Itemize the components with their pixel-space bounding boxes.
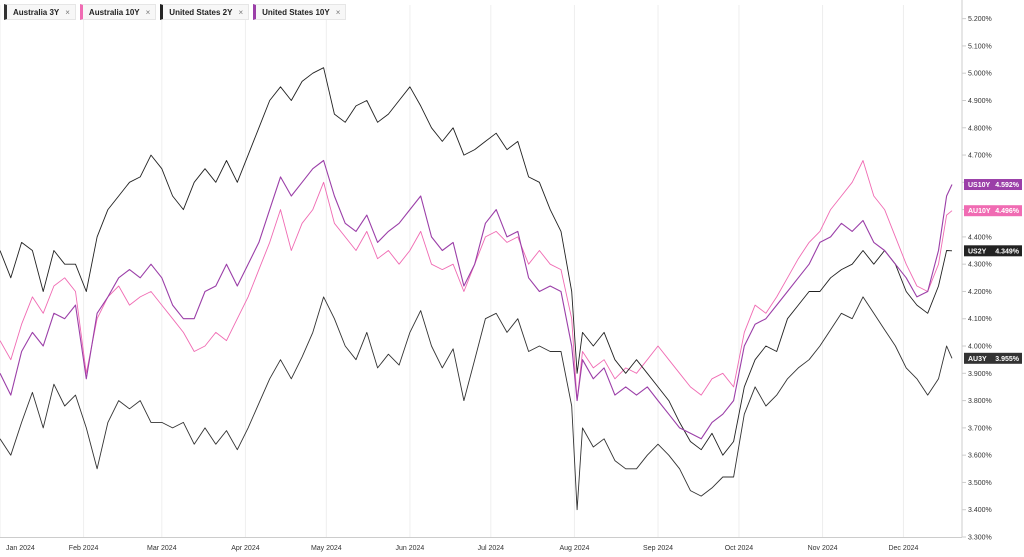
y-tick-label: 3.400% <box>968 507 992 514</box>
series-line-us2y <box>0 67 953 456</box>
x-tick-label: Sep 2024 <box>643 545 673 552</box>
legend-item-united-states-2y[interactable]: United States 2Y × <box>160 4 250 20</box>
legend-label: United States 10Y <box>262 7 330 17</box>
y-tick-label: 4.300% <box>968 262 992 269</box>
y-tick-label: 4.100% <box>968 316 992 323</box>
legend-label: Australia 3Y <box>13 7 60 17</box>
badge-value: 4.496% <box>995 208 1020 215</box>
close-icon[interactable]: × <box>145 7 151 17</box>
y-tick-label: 5.100% <box>968 43 992 50</box>
y-tick-label: 5.000% <box>968 71 992 78</box>
legend-item-australia-3y[interactable]: Australia 3Y × <box>4 4 76 20</box>
x-tick-label: Mar 2024 <box>147 545 177 552</box>
y-tick-label: 4.000% <box>968 344 992 351</box>
close-icon[interactable]: × <box>335 7 341 17</box>
grid <box>0 5 904 537</box>
badge-au3y: AU3Y 3.955% <box>964 352 1022 364</box>
y-tick-label: 4.200% <box>968 289 992 296</box>
x-tick-label: Feb 2024 <box>69 545 99 552</box>
badge-value: 4.349% <box>995 248 1020 255</box>
y-tick-label: 4.400% <box>968 234 992 241</box>
y-tick-label: 4.800% <box>968 125 992 132</box>
y-tick-label: 3.500% <box>968 480 992 487</box>
legend-label: United States 2Y <box>169 7 233 17</box>
badge-name: AU3Y <box>968 356 987 363</box>
x-tick-label: Apr 2024 <box>231 545 260 552</box>
x-tick-label: Jul 2024 <box>478 545 505 552</box>
legend-item-australia-10y[interactable]: Australia 10Y × <box>79 4 157 20</box>
badge-au10y: AU10Y 4.496% <box>964 205 1022 217</box>
y-tick-label: 3.300% <box>968 535 992 542</box>
y-tick-label: 5.200% <box>968 16 992 23</box>
x-tick-label: Oct 2024 <box>725 545 754 552</box>
x-tick-label: Jan 2024 <box>6 545 35 552</box>
last-value-badges: AU3Y 3.955% AU10Y 4.496% US2Y 4.349% US10Y 4.59… <box>964 179 1022 364</box>
badge-bg <box>964 205 1022 217</box>
x-tick-label: Dec 2024 <box>888 545 918 552</box>
series-line-au10y <box>0 160 953 402</box>
series-line-au3y <box>0 296 953 511</box>
badge-name: US2Y <box>968 248 987 255</box>
close-icon[interactable]: × <box>65 7 70 17</box>
badge-name: AU10Y <box>968 208 991 215</box>
badge-bg <box>964 352 1022 364</box>
x-tick-label: Nov 2024 <box>808 545 838 552</box>
x-tick-label: Jun 2024 <box>396 545 425 552</box>
x-tick-label: Aug 2024 <box>559 545 589 552</box>
badge-name: US10Y <box>968 182 991 189</box>
y-tick-label: 3.600% <box>968 453 992 460</box>
legend-label: Australia 10Y <box>88 7 140 17</box>
y-tick-label: 3.900% <box>968 371 992 378</box>
badge-value: 3.955% <box>995 356 1020 363</box>
badge-value: 4.592% <box>995 182 1020 189</box>
badge-bg <box>964 245 1022 257</box>
series <box>0 67 953 511</box>
badge-us2y: US2Y 4.349% <box>964 245 1022 257</box>
y-tick-label: 3.800% <box>968 398 992 405</box>
badge-us10y: US10Y 4.592% <box>964 179 1022 191</box>
legend-item-united-states-10y[interactable]: United States 10Y × <box>253 4 347 20</box>
legend: Australia 3Y × Australia 10Y × United St… <box>4 4 347 20</box>
close-icon[interactable]: × <box>238 7 244 17</box>
axes: Jan 2024 Feb 2024 Mar 2024 Apr 2024 May 2024… <box>0 0 992 552</box>
series-line-us10y <box>0 159 953 440</box>
x-tick-label: May 2024 <box>311 545 342 552</box>
badge-bg <box>964 179 1022 191</box>
y-tick-label: 3.700% <box>968 425 992 432</box>
y-tick-label: 4.900% <box>968 98 992 105</box>
y-tick-label: 4.700% <box>968 153 992 160</box>
